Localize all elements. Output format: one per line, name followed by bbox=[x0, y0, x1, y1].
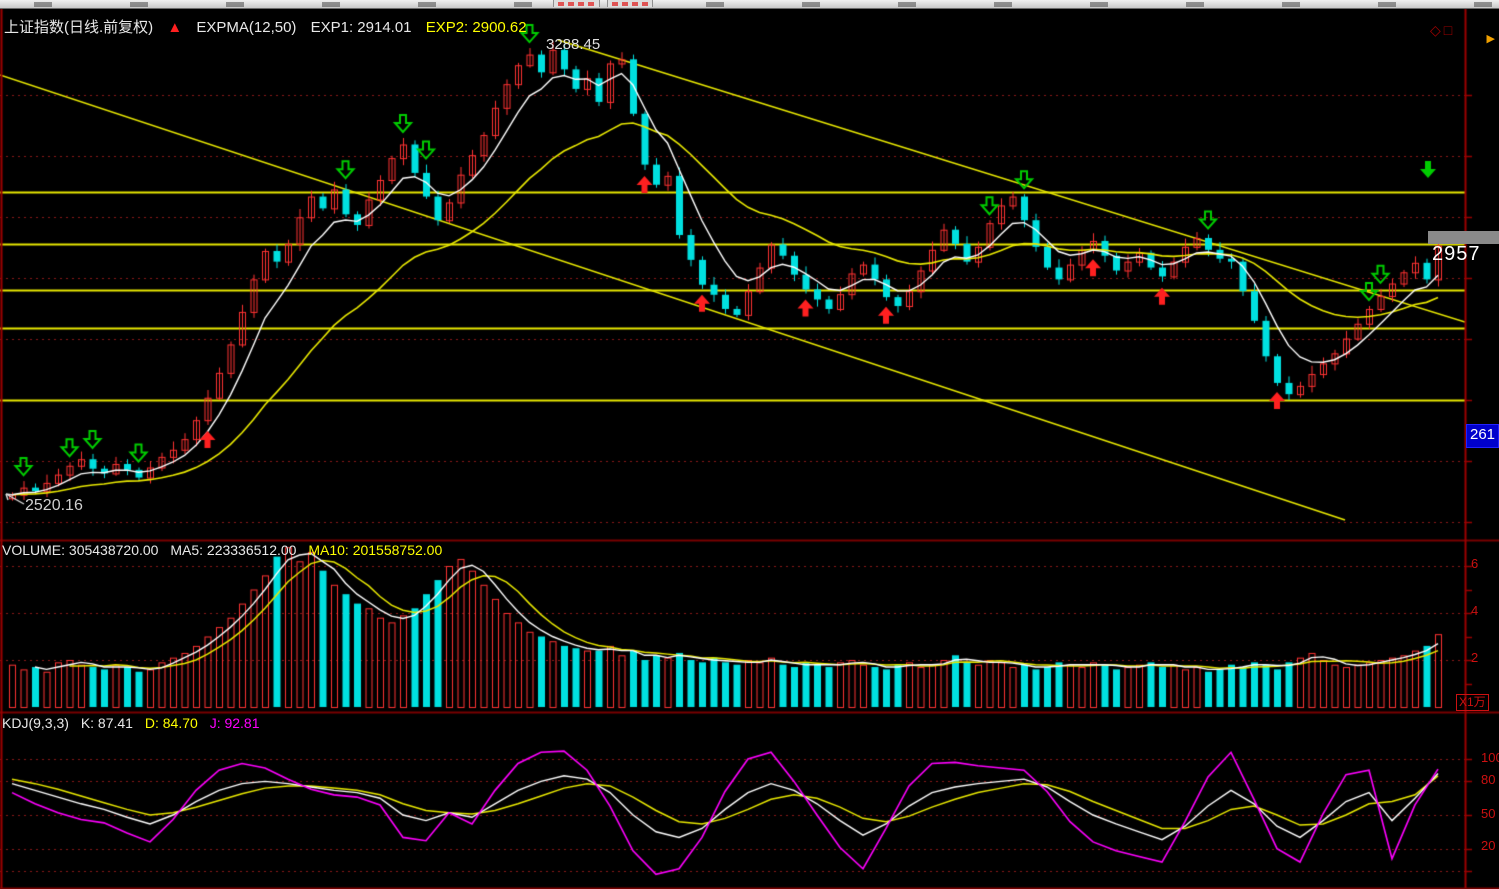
volume-header: VOLUME: 305438720.00 MA5: 223336512.00 M… bbox=[2, 542, 450, 558]
toolbar-button-2[interactable] bbox=[607, 0, 653, 7]
symbol-name: 上证指数(日线.前复权) bbox=[4, 19, 154, 36]
kdj-axis-80: 80 bbox=[1481, 772, 1496, 787]
chart-corner-controls: ◇□ bbox=[1430, 22, 1455, 39]
volume-axis-2: 2 bbox=[1471, 650, 1479, 665]
menu-bar-text-fragments bbox=[0, 2, 1499, 7]
kdj-axis-100: 100 bbox=[1481, 750, 1499, 765]
kdj-d-value: D: 84.70 bbox=[144, 715, 198, 731]
exp2-value: EXP2: 2900.62 bbox=[425, 19, 527, 36]
toolbar-button-2-label bbox=[612, 2, 648, 6]
exp1-value: EXP1: 2914.01 bbox=[310, 19, 412, 36]
low-price-label: 2520.16 bbox=[25, 497, 83, 514]
expand-arrow-icon: ▶ bbox=[1486, 33, 1495, 45]
volume-axis-6: 6 bbox=[1471, 556, 1479, 571]
window-icon[interactable]: □ bbox=[1443, 22, 1456, 38]
diamond-icon[interactable]: ◇ bbox=[1430, 22, 1444, 38]
price-level-tag: 261 bbox=[1466, 424, 1499, 448]
signal-up-arrow-icon: ▲ bbox=[167, 19, 183, 36]
toolbar-button-1[interactable] bbox=[553, 0, 600, 7]
toolbar-button-1-label bbox=[558, 2, 595, 6]
volume-ma5-value: MA5: 223336512.00 bbox=[170, 542, 297, 558]
kdj-k-value: K: 87.41 bbox=[80, 715, 133, 731]
current-price-marker bbox=[1428, 231, 1499, 244]
chart-title-line: 上证指数(日线.前复权) ▲ EXPMA(12,50) EXP1: 2914.0… bbox=[4, 16, 537, 37]
kdj-axis-50: 50 bbox=[1481, 806, 1496, 821]
current-price-value: 2957 bbox=[1432, 243, 1481, 265]
volume-unit-label: X1万 bbox=[1456, 694, 1489, 711]
kdj-axis-20: 20 bbox=[1481, 838, 1496, 853]
volume-ma10-value: MA10: 201558752.00 bbox=[308, 542, 443, 558]
peak-price-label: 3288.45 bbox=[546, 36, 601, 53]
indicator-name[interactable]: EXPMA(12,50) bbox=[196, 19, 297, 36]
kdj-j-value: J: 92.81 bbox=[209, 715, 260, 731]
kdj-name[interactable]: KDJ(9,3,3) bbox=[2, 715, 69, 731]
volume-value[interactable]: VOLUME: 305438720.00 bbox=[2, 542, 159, 558]
volume-axis-4: 4 bbox=[1471, 603, 1479, 618]
kdj-header: KDJ(9,3,3) K: 87.41 D: 84.70 J: 92.81 bbox=[2, 715, 268, 731]
menu-bar[interactable] bbox=[0, 0, 1499, 9]
